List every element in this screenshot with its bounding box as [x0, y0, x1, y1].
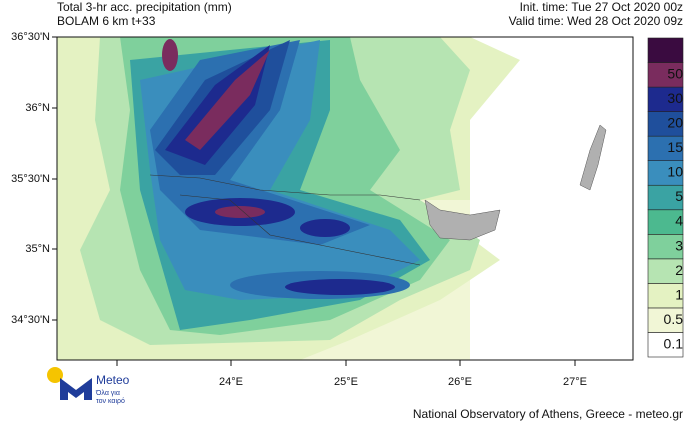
colorbar-label: 15 [667, 139, 683, 155]
colorbar-label: 4 [675, 213, 683, 229]
colorbar-label: 2 [675, 262, 683, 278]
logo-tagline: Όλα για [95, 390, 120, 397]
coastline [149, 174, 421, 201]
lat-label: 34°30'N [11, 314, 50, 326]
lon-label: 26°E [448, 376, 472, 388]
title: Total 3-hr acc. precipitation (mm) [57, 0, 232, 14]
colorbar-label: 3 [675, 237, 683, 253]
land [424, 199, 501, 241]
footer: National Observatory of Athens, Greece -… [413, 407, 683, 421]
init-time: Init. time: Tue 27 Oct 2020 00z [520, 0, 683, 14]
lon-label: 24°E [219, 376, 243, 388]
colorbar-label: 20 [667, 115, 683, 131]
map-frame [56, 36, 634, 361]
colorbar-swatch [647, 307, 684, 333]
logo-sun [47, 367, 63, 383]
level-area [285, 279, 395, 295]
colorbar-swatch [647, 160, 684, 186]
colorbar-label: 0.5 [664, 311, 684, 327]
colorbar-label: 50 [667, 66, 683, 82]
lon-label: 25°E [334, 376, 358, 388]
colorbar-swatch [647, 86, 684, 112]
lat-label: 36°N [25, 102, 50, 114]
lat-label: 35°30'N [11, 173, 50, 185]
logo-mark [60, 378, 92, 400]
lat-label: 35°N [25, 243, 50, 255]
level-area [162, 39, 178, 71]
axes: 36°30'N 36°N 35°30'N 35°N 34°30'N 24°E 25°E 26°… [11, 31, 587, 388]
colorbar-label: 30 [667, 90, 683, 106]
colorbar-swatch [647, 332, 684, 358]
level-area [300, 219, 350, 237]
colorbar-swatch [647, 37, 684, 63]
level-area [185, 50, 270, 150]
colorbar: 0.1 0.5 1 2 3 4 5 10 15 20 30 50 [647, 37, 684, 358]
logo: Meteo Όλα για τον καιρό [47, 367, 130, 405]
precip-field [57, 37, 633, 360]
colorbar-swatch [647, 234, 684, 260]
logo-tagline: τον καιρό [96, 397, 125, 405]
colorbar-swatch [647, 135, 684, 161]
model: BOLAM 6 km t+33 [57, 14, 156, 28]
colorbar-swatch [647, 184, 684, 211]
colorbar-label: 5 [675, 188, 683, 204]
colorbar-swatch [647, 283, 684, 309]
colorbar-swatch [647, 258, 684, 284]
logo-name: Meteo [96, 373, 130, 387]
colorbar-label: 0.1 [664, 335, 684, 351]
valid-time: Valid time: Wed 28 Oct 2020 09z [509, 14, 683, 28]
land [579, 124, 607, 191]
lat-label: 36°30'N [11, 31, 50, 43]
colorbar-swatch [647, 209, 684, 235]
colorbar-swatch [647, 111, 684, 137]
colorbar-label: 1 [675, 286, 683, 302]
lon-label: 27°E [563, 376, 587, 388]
coastline [179, 194, 421, 266]
colorbar-label: 10 [667, 164, 683, 180]
no-precip-area [470, 37, 633, 360]
level-area [215, 206, 265, 218]
